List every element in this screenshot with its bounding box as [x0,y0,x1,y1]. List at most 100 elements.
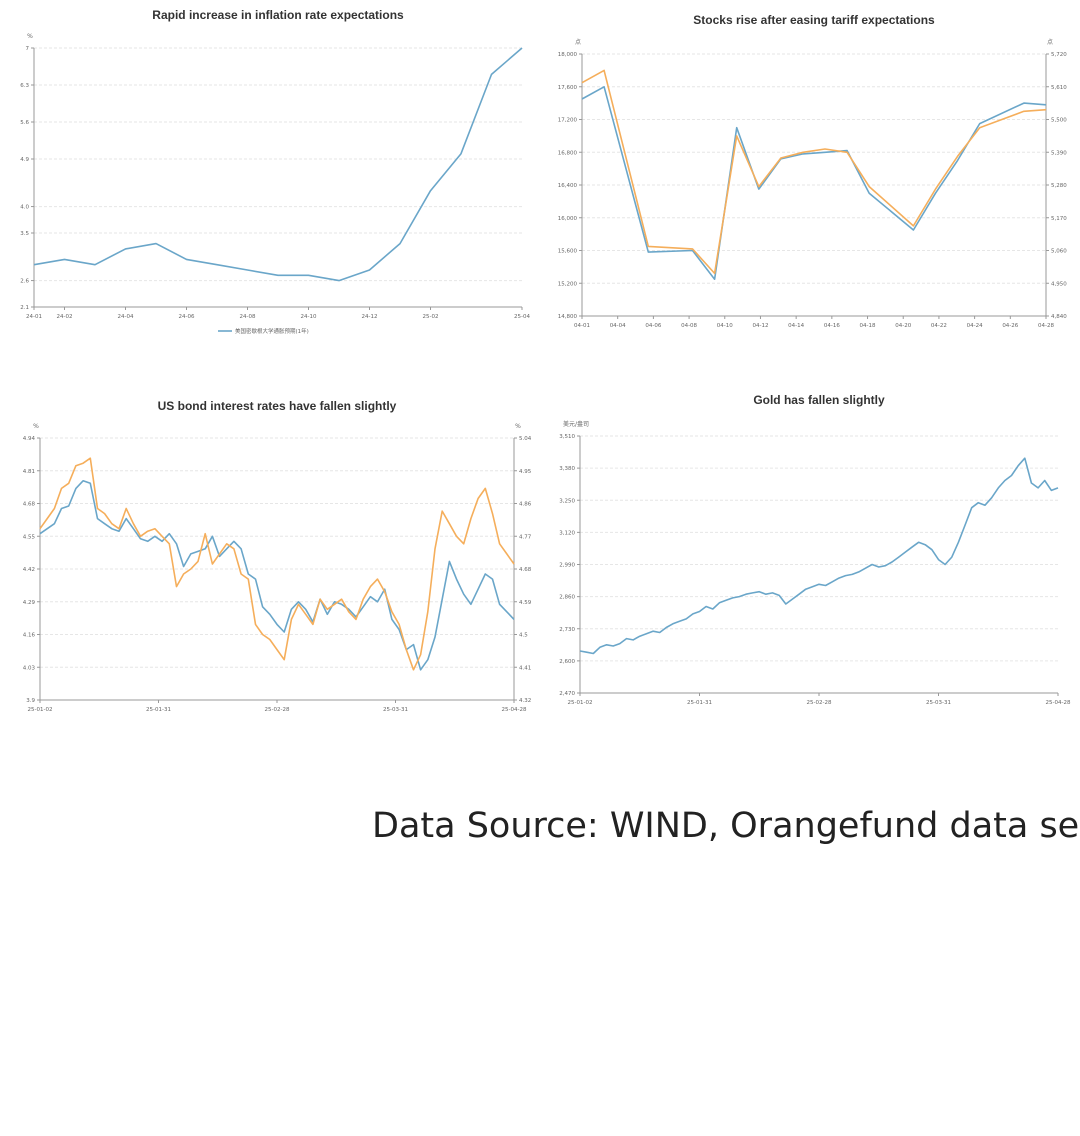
y-tick-label: 16,800 [558,150,578,156]
y-tick-label: 17,200 [558,118,578,124]
x-tick-label: 25-03-31 [926,700,951,706]
stocks-chart: Stocks rise after easing tariff expectat… [558,13,1067,329]
y-tick-label: 3.5 [20,231,29,237]
x-tick-label: 04-14 [788,323,804,329]
y-right-tick-label: 4.68 [519,567,532,573]
y-right-tick-label: 5,060 [1051,249,1067,255]
series-line-2 [39,457,515,671]
gold-chart-panel: Gold has fallen slightly 美元/盎司 2,470 2,600 2… [540,390,1080,730]
y-right-tick-label: 4,840 [1051,314,1067,320]
x-tick-label: 25-01-02 [568,700,593,706]
y-right-tick-label: 4.5 [519,633,528,639]
y-tick-label: 4.81 [23,469,35,475]
x-tick-label: 04-20 [895,323,911,329]
x-tick-label: 24-08 [240,314,256,320]
y-axis-unit-right: % [515,423,521,430]
y-right-tick-label: 5.04 [519,436,532,442]
y-right-tick-label: 5,390 [1051,150,1067,156]
x-tick-label: 04-01 [574,323,590,329]
x-tick-label: 04-26 [1002,323,1018,329]
y-right-tick-label: 4.32 [519,698,531,704]
y-tick-label: 4.42 [23,567,35,573]
y-tick-label: 4.68 [23,502,36,508]
y-tick-label: 4.55 [23,534,36,540]
x-tick-label: 25-02-28 [807,700,832,706]
bond-rates-chart-panel: US bond interest rates have fallen sligh… [0,390,540,730]
chart-title: Gold has fallen slightly [753,393,885,407]
gold-chart: Gold has fallen slightly 美元/盎司 2,470 2,600 2… [559,393,1071,706]
y-tick-label: 2,470 [559,691,575,697]
x-tick-label: 25-03-31 [383,707,408,713]
y-tick-label: 3.9 [26,698,35,704]
x-tick-label: 04-04 [610,323,626,329]
x-tick-label: 04-12 [752,323,768,329]
y-tick-label: 2,730 [559,627,575,633]
y-tick-label: 3,510 [559,434,575,440]
y-tick-label: 3,120 [559,530,575,536]
x-tick-label: 24-01 [26,314,42,320]
y-tick-label: 3,380 [559,466,575,472]
y-tick-label: 15,600 [558,249,578,255]
y-tick-label: 15,200 [558,281,578,287]
y-tick-label: 4.94 [23,436,36,442]
data-source-note: Data Source: WIND, Orangefund data searc… [372,806,1080,846]
y-right-tick-label: 4.86 [519,502,532,508]
y-tick-label: 2.1 [20,305,29,311]
x-tick-label: 24-06 [179,314,195,320]
series-line-1 [581,86,1047,281]
x-tick-label: 04-28 [1038,323,1054,329]
y-right-tick-label: 5,280 [1051,183,1067,189]
y-axis-unit-left: 点 [575,38,581,46]
x-tick-label: 04-16 [824,323,840,329]
y-tick-label: 6.3 [20,83,29,89]
chart-title: Stocks rise after easing tariff expectat… [693,13,935,27]
y-tick-label: 2,860 [559,595,575,601]
y-tick-label: 16,000 [558,216,578,222]
inflation-chart-panel: Rapid increase in inflation rate expecta… [0,0,540,350]
x-tick-label: 25-04-28 [502,707,527,713]
series-line-2 [581,69,1047,275]
y-right-tick-label: 4.59 [519,600,532,606]
bond-rates-chart: US bond interest rates have fallen sligh… [23,399,532,713]
x-tick-label: 04-10 [717,323,733,329]
y-tick-label: 2.6 [20,279,29,285]
y-right-tick-label: 5,720 [1051,52,1067,58]
y-axis-unit-left: % [33,423,39,430]
y-tick-label: 17,600 [558,85,578,91]
y-tick-label: 4.0 [20,205,29,211]
y-tick-label: 4.03 [23,665,36,671]
y-right-tick-label: 4.41 [519,665,531,671]
x-tick-label: 25-02-28 [265,707,290,713]
x-tick-label: 04-24 [967,323,983,329]
y-right-tick-label: 5,610 [1051,85,1067,91]
y-axis-unit-left: 美元/盎司 [563,420,589,428]
x-tick-label: 04-22 [931,323,947,329]
chart-title: US bond interest rates have fallen sligh… [158,399,397,413]
y-right-tick-label: 4.77 [519,534,532,540]
series-line-1 [579,457,1059,655]
x-tick-label: 04-08 [681,323,697,329]
y-right-tick-label: 4.95 [519,469,532,475]
y-tick-label: 2,990 [559,563,575,569]
y-tick-label: 4.29 [23,600,36,606]
inflation-chart: Rapid increase in inflation rate expecta… [20,8,530,335]
x-tick-label: 24-04 [118,314,134,320]
x-tick-label: 25-04-28 [1046,700,1071,706]
y-tick-label: 2,600 [559,659,575,665]
y-tick-label: 16,400 [558,183,578,189]
y-tick-label: 4.9 [20,157,29,163]
y-right-tick-label: 5,170 [1051,216,1067,222]
x-tick-label: 25-04 [514,314,530,320]
y-tick-label: 4.16 [23,633,36,639]
x-tick-label: 25-01-02 [28,707,53,713]
y-tick-label: 14,800 [558,314,578,320]
x-tick-label: 24-10 [301,314,317,320]
x-tick-label: 04-06 [645,323,661,329]
y-axis-unit-left: % [27,33,33,40]
x-tick-label: 04-18 [860,323,876,329]
stocks-chart-panel: Stocks rise after easing tariff expectat… [540,0,1080,350]
x-tick-label: 25-02 [423,314,439,320]
y-tick-label: 18,000 [558,52,578,58]
y-tick-label: 3,250 [559,498,575,504]
y-tick-label: 7 [26,46,30,52]
